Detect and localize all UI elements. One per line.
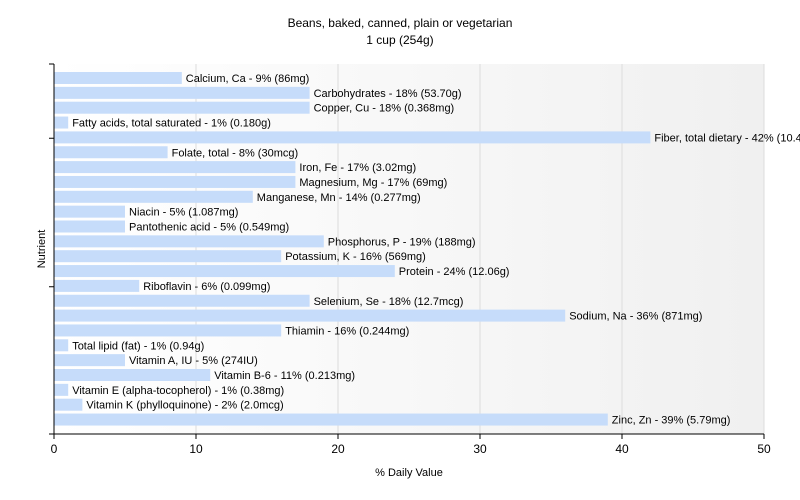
bar-label: Fatty acids, total saturated - 1% (0.180…: [72, 118, 271, 130]
bar-label: Copper, Cu - 18% (0.368mg): [314, 103, 455, 115]
bar-label: Magnesium, Mg - 17% (69mg): [299, 177, 447, 189]
bar-label: Vitamin A, IU - 5% (274IU): [129, 355, 258, 367]
bar-label: Folate, total - 8% (30mcg): [172, 147, 299, 159]
bar-labels: Calcium, Ca - 9% (86mg) Carbohydrates - 1…: [72, 73, 800, 427]
x-tick-label: 40: [615, 442, 629, 456]
bars: [54, 72, 651, 426]
bar: [54, 235, 324, 248]
bar: [54, 309, 566, 322]
bar-label: Total lipid (fat) - 1% (0.94g): [72, 340, 204, 352]
bar: [54, 175, 296, 188]
bar-label: Vitamin K (phylloquinone) - 2% (2.0mcg): [86, 400, 283, 412]
bar: [54, 146, 168, 159]
bar-label: Niacin - 5% (1.087mg): [129, 207, 238, 219]
x-axis-label: % Daily Value: [375, 467, 443, 479]
chart-subtitle: 1 cup (254g): [366, 33, 433, 47]
bar-label: Carbohydrates - 18% (53.70g): [314, 88, 462, 100]
bar: [54, 369, 211, 381]
chart-title: Beans, baked, canned, plain or vegetaria…: [288, 16, 513, 30]
bar: [54, 116, 69, 129]
x-axis-ticks: 0 10 20 30 40 50: [51, 434, 771, 456]
bar-label: Vitamin E (alpha-tocopherol) - 1% (0.38m…: [72, 385, 284, 397]
bar-label: Zinc, Zn - 39% (5.79mg): [612, 415, 731, 427]
bar: [54, 161, 296, 174]
x-tick-label: 0: [51, 442, 58, 456]
bar: [54, 86, 310, 99]
bar: [54, 205, 125, 218]
bar: [54, 324, 282, 337]
bar: [54, 250, 282, 263]
bar: [54, 383, 69, 396]
bar-label: Calcium, Ca - 9% (86mg): [186, 73, 309, 85]
bar-label: Riboflavin - 6% (0.099mg): [143, 281, 270, 293]
bar: [54, 294, 310, 307]
bar: [54, 398, 83, 411]
bar-label: Sodium, Na - 36% (871mg): [569, 311, 702, 323]
bar: [54, 220, 125, 233]
x-tick-label: 50: [757, 442, 771, 456]
bar-label: Vitamin B-6 - 11% (0.213mg): [214, 370, 355, 382]
bar: [54, 279, 140, 292]
bar: [54, 354, 125, 367]
bar: [54, 190, 253, 203]
bar-label: Manganese, Mn - 14% (0.277mg): [257, 192, 421, 204]
bar-label: Protein - 24% (12.06g): [399, 266, 510, 278]
x-tick-label: 10: [189, 442, 203, 456]
bar: [54, 131, 651, 144]
bar: [54, 72, 182, 84]
bar: [54, 339, 69, 352]
bar-label: Pantothenic acid - 5% (0.549mg): [129, 222, 289, 234]
bar-label: Thiamin - 16% (0.244mg): [285, 325, 409, 337]
x-tick-label: 20: [331, 442, 345, 456]
bar-label: Iron, Fe - 17% (3.02mg): [299, 162, 416, 174]
bar: [54, 265, 395, 278]
y-axis-label: Nutrient: [36, 230, 48, 269]
x-tick-label: 30: [473, 442, 487, 456]
bar-label: Phosphorus, P - 19% (188mg): [328, 236, 476, 248]
bar-label: Fiber, total dietary - 42% (10.4g): [654, 132, 800, 144]
bar-label: Selenium, Se - 18% (12.7mcg): [314, 296, 464, 308]
bar: [54, 101, 310, 114]
y-axis-ticks: [49, 63, 54, 435]
bar-label: Potassium, K - 16% (569mg): [285, 251, 426, 263]
bar: [54, 413, 608, 426]
